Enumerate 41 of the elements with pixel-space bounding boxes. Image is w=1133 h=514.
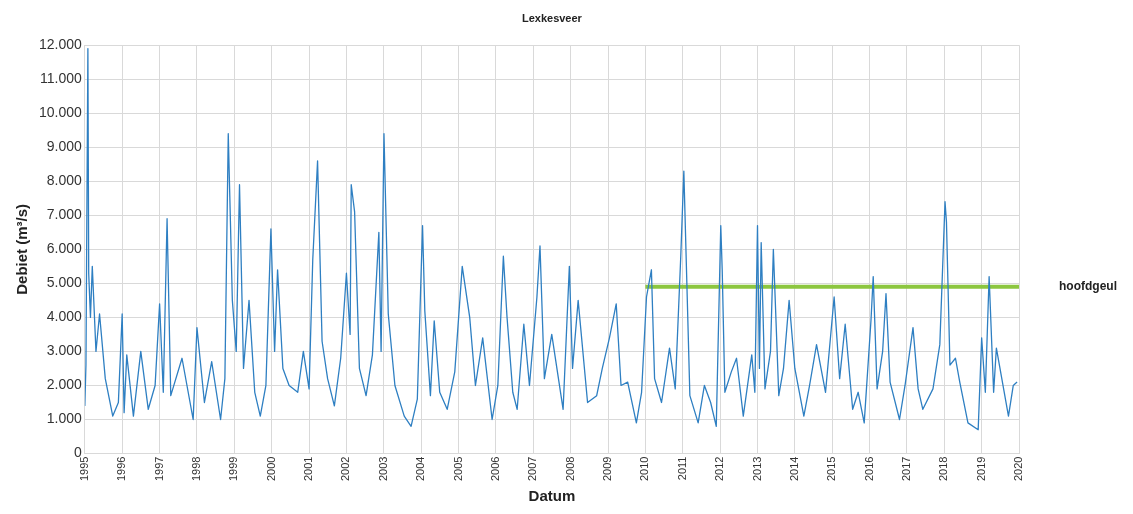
y-tick-label: 11.000: [40, 70, 83, 87]
y-tick-label: 9.000: [46, 138, 83, 155]
y-tick-label: 3.000: [46, 342, 83, 359]
x-tick-label: 2018: [937, 456, 950, 482]
x-tick-label: 2000: [264, 456, 277, 482]
y-axis-title: Debiet (m³/s): [13, 203, 31, 295]
x-tick-label: 2005: [451, 456, 464, 482]
x-axis-title: Datum: [528, 487, 576, 505]
x-tick-label: 2012: [713, 456, 726, 482]
y-tick-label: 10.000: [38, 104, 83, 121]
x-tick-label: 2009: [601, 456, 614, 482]
x-tick-label: 2002: [339, 456, 352, 482]
y-tick-label: 8.000: [46, 172, 83, 189]
x-tick-label: 2019: [974, 456, 987, 482]
x-tick-label: 2015: [825, 456, 838, 482]
x-tick-label: 1996: [115, 456, 128, 482]
x-tick-label: 2010: [638, 456, 651, 482]
x-tick-label: 2008: [563, 456, 576, 482]
chart-title: Lexkesveer: [521, 11, 583, 24]
text: hoofdgeul: [1059, 279, 1117, 294]
x-tick-label: 2020: [1012, 456, 1025, 482]
x-tick-label: 1998: [189, 456, 202, 482]
y-tick-label: 5.000: [46, 274, 83, 291]
x-tick-label: 2011: [675, 456, 688, 481]
x-tick-label: 2014: [787, 456, 800, 482]
x-tick-label: 1999: [227, 456, 240, 482]
x-tick-label: 2017: [900, 456, 912, 482]
y-tick-label: 12.000: [38, 36, 83, 53]
x-tick-label: 1997: [152, 456, 165, 482]
y-tick-label: 2.000: [46, 376, 83, 393]
x-tick-label: 2013: [750, 456, 763, 482]
x-tick-label: 2004: [414, 456, 427, 482]
x-tick-label: 2006: [488, 456, 501, 482]
x-tick-label: 2001: [302, 456, 315, 482]
x-tick-label: 2003: [376, 456, 389, 482]
y-tick-label: 4.000: [46, 308, 83, 325]
x-tick-label: 2016: [862, 456, 875, 482]
y-tick-label: 6.000: [46, 240, 83, 257]
x-tick-label: 2007: [526, 456, 539, 482]
y-tick-label: 7.000: [46, 206, 83, 223]
y-tick-label: 1.000: [46, 410, 83, 427]
